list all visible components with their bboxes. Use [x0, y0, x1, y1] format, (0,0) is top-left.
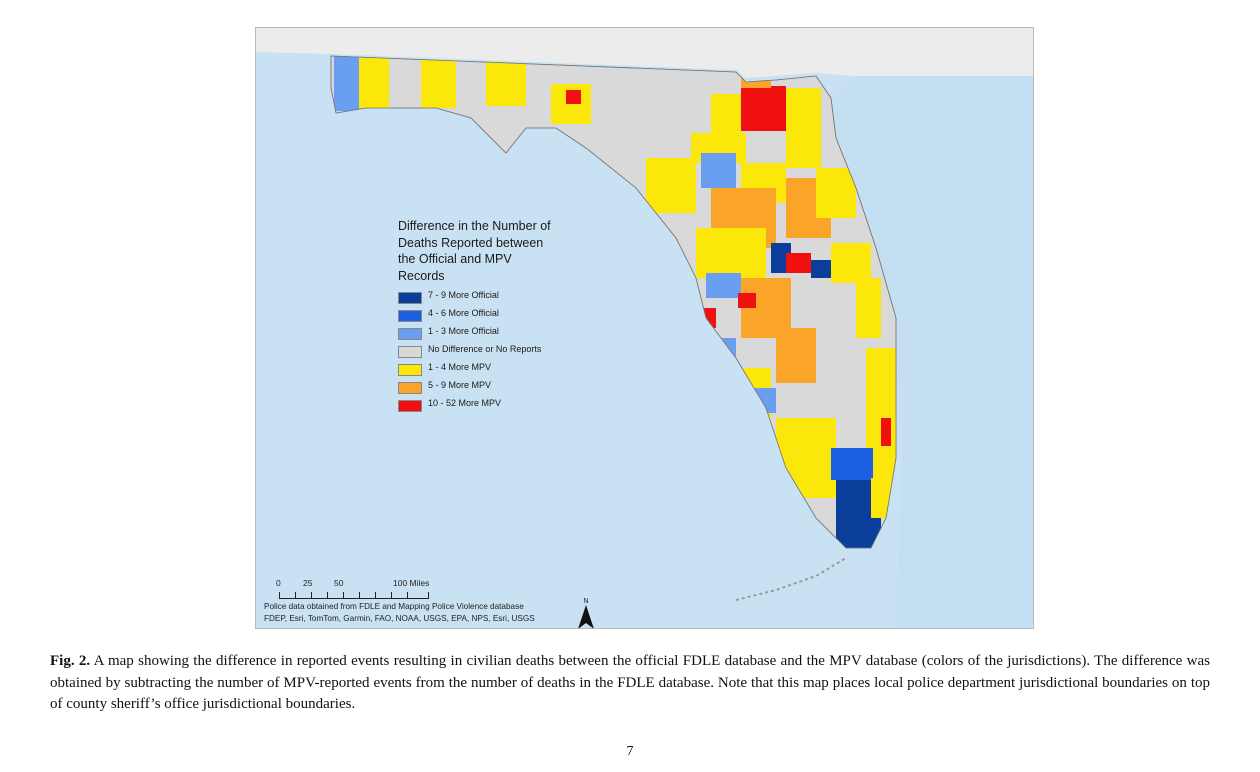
- scale-bar-line: [279, 591, 429, 599]
- region-yellow: [786, 88, 821, 168]
- region-red: [741, 86, 786, 131]
- atlantic-coast-water: [831, 76, 1033, 628]
- region-yellow: [856, 278, 881, 338]
- region-yellow: [359, 58, 389, 108]
- credit-line: Police data obtained from FDLE and Mappi…: [264, 602, 524, 611]
- caption-text: A map showing the difference in reported…: [50, 653, 1210, 712]
- legend-item: 1 - 3 More Official: [398, 326, 558, 340]
- region-yellow: [696, 228, 766, 278]
- region-yellow: [486, 61, 526, 106]
- legend-items: 7 - 9 More Official 4 - 6 More Official 1 …: [398, 290, 558, 412]
- legend-swatch: [398, 400, 422, 412]
- florida-map-figure: Difference in the Number of Deaths Repor…: [255, 27, 1034, 629]
- region-yellow: [816, 168, 856, 218]
- figure-caption: Fig. 2. A map showing the difference in …: [50, 651, 1210, 716]
- region-orange: [776, 328, 816, 383]
- legend-label: 10 - 52 More MPV: [428, 398, 502, 408]
- legend-item: No Difference or No Reports: [398, 344, 558, 358]
- page-number: 7: [626, 744, 634, 759]
- legend-label: 4 - 6 More Official: [428, 308, 499, 318]
- legend-item: 4 - 6 More Official: [398, 308, 558, 322]
- legend-label: 1 - 4 More MPV: [428, 362, 492, 372]
- legend-item: 7 - 9 More Official: [398, 290, 558, 304]
- region-blue: [831, 448, 873, 480]
- north-arrow-icon: [578, 605, 594, 628]
- neighboring-states-land: [256, 28, 1033, 88]
- region-yellow: [334, 56, 359, 111]
- region-yellow: [421, 58, 456, 108]
- region-yellow: [831, 243, 871, 283]
- scale-tick-label: 25: [303, 578, 313, 588]
- region-red: [738, 293, 756, 308]
- region-blue-light: [706, 273, 741, 298]
- region-blue-dark: [811, 260, 831, 278]
- florida-outline: [330, 55, 897, 549]
- scale-tick-label: 100 Miles: [393, 578, 430, 588]
- legend-swatch: [398, 382, 422, 394]
- north-arrow-label: N: [583, 598, 589, 605]
- region-yellow: [711, 94, 741, 134]
- legend-label: 5 - 9 More MPV: [428, 380, 492, 390]
- map-legend: Difference in the Number of Deaths Repor…: [398, 218, 558, 416]
- credit-line: FDEP, Esri, TomTom, Garmin, FAO, NOAA, U…: [264, 614, 535, 623]
- caption-label: Fig. 2.: [50, 653, 91, 669]
- legend-swatch: [398, 328, 422, 340]
- legend-item: 10 - 52 More MPV: [398, 398, 558, 412]
- scale-bar-labels: 0 25 50 100 Miles: [265, 578, 445, 589]
- legend-label: No Difference or No Reports: [428, 344, 542, 354]
- region-red: [566, 90, 581, 104]
- scale-bar: 0 25 50 100 Miles: [265, 578, 445, 599]
- legend-swatch: [398, 364, 422, 376]
- legend-swatch: [398, 310, 422, 322]
- north-arrow: N: [578, 598, 594, 628]
- legend-item: 5 - 9 More MPV: [398, 380, 558, 394]
- region-red: [786, 253, 811, 273]
- legend-label: 7 - 9 More Official: [428, 290, 499, 300]
- florida-keys: [735, 557, 847, 601]
- map-credits: Police data obtained from FDLE and Mappi…: [264, 601, 535, 625]
- region-yellow: [646, 158, 696, 213]
- legend-swatch: [398, 292, 422, 304]
- region-red: [881, 418, 891, 446]
- legend-item: 1 - 4 More MPV: [398, 362, 558, 376]
- scale-tick-label: 50: [334, 578, 344, 588]
- scale-tick-label: 0: [276, 578, 281, 588]
- legend-title: Difference in the Number of Deaths Repor…: [398, 219, 551, 283]
- region-blue-light: [701, 153, 736, 188]
- florida-map: [256, 28, 1033, 628]
- legend-label: 1 - 3 More Official: [428, 326, 499, 336]
- legend-swatch: [398, 346, 422, 358]
